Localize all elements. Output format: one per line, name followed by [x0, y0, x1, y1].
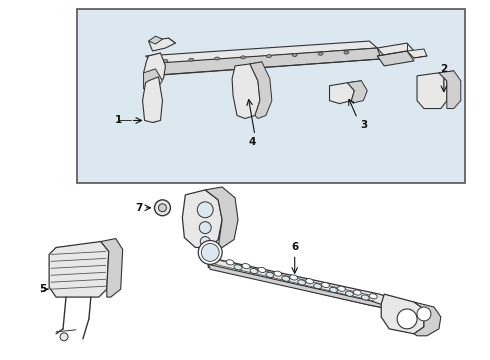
Ellipse shape [344, 51, 349, 54]
Ellipse shape [314, 284, 321, 289]
Circle shape [200, 237, 210, 247]
Ellipse shape [226, 260, 234, 265]
Circle shape [397, 309, 417, 329]
Polygon shape [49, 242, 109, 297]
Ellipse shape [298, 280, 306, 285]
Polygon shape [329, 83, 354, 104]
Text: 1: 1 [115, 116, 122, 126]
Ellipse shape [241, 56, 245, 59]
Polygon shape [417, 73, 447, 109]
Ellipse shape [242, 264, 250, 269]
Polygon shape [144, 69, 163, 91]
Text: 4: 4 [248, 137, 256, 147]
Ellipse shape [215, 57, 220, 60]
Circle shape [197, 202, 213, 218]
Polygon shape [208, 257, 394, 309]
Ellipse shape [321, 282, 329, 288]
Ellipse shape [163, 59, 168, 62]
Ellipse shape [282, 276, 290, 281]
Circle shape [154, 200, 171, 216]
Polygon shape [148, 38, 175, 51]
Ellipse shape [292, 54, 297, 57]
Polygon shape [347, 81, 368, 103]
Circle shape [198, 240, 222, 264]
Polygon shape [439, 71, 461, 109]
Ellipse shape [274, 271, 282, 276]
Polygon shape [377, 51, 414, 66]
Polygon shape [146, 41, 377, 64]
Ellipse shape [318, 52, 323, 55]
Polygon shape [143, 77, 163, 122]
Text: 5: 5 [40, 284, 47, 294]
Ellipse shape [338, 286, 345, 291]
Polygon shape [250, 62, 272, 118]
Ellipse shape [266, 272, 274, 278]
Circle shape [199, 222, 211, 234]
Polygon shape [205, 187, 238, 247]
Ellipse shape [250, 269, 258, 274]
Ellipse shape [267, 55, 271, 58]
Polygon shape [144, 53, 166, 86]
Polygon shape [414, 302, 441, 336]
Ellipse shape [353, 290, 361, 295]
Polygon shape [148, 36, 163, 44]
Polygon shape [182, 190, 222, 247]
Ellipse shape [362, 295, 369, 300]
Ellipse shape [234, 265, 242, 270]
Ellipse shape [290, 275, 297, 280]
Circle shape [201, 243, 219, 261]
Ellipse shape [369, 294, 377, 299]
Ellipse shape [345, 291, 353, 296]
Polygon shape [377, 43, 414, 56]
Polygon shape [208, 264, 389, 309]
Text: 6: 6 [291, 243, 298, 252]
Polygon shape [101, 239, 122, 297]
Polygon shape [232, 64, 260, 118]
Text: 3: 3 [361, 121, 368, 130]
Polygon shape [407, 49, 427, 58]
Circle shape [158, 204, 167, 212]
Ellipse shape [189, 58, 194, 61]
Text: 7: 7 [135, 203, 142, 213]
Circle shape [60, 333, 68, 341]
Ellipse shape [330, 287, 338, 293]
Text: 2: 2 [440, 64, 447, 74]
Ellipse shape [306, 279, 314, 284]
Polygon shape [146, 48, 381, 76]
Circle shape [417, 307, 431, 321]
FancyBboxPatch shape [77, 9, 465, 183]
Ellipse shape [258, 267, 266, 273]
Polygon shape [381, 294, 424, 334]
